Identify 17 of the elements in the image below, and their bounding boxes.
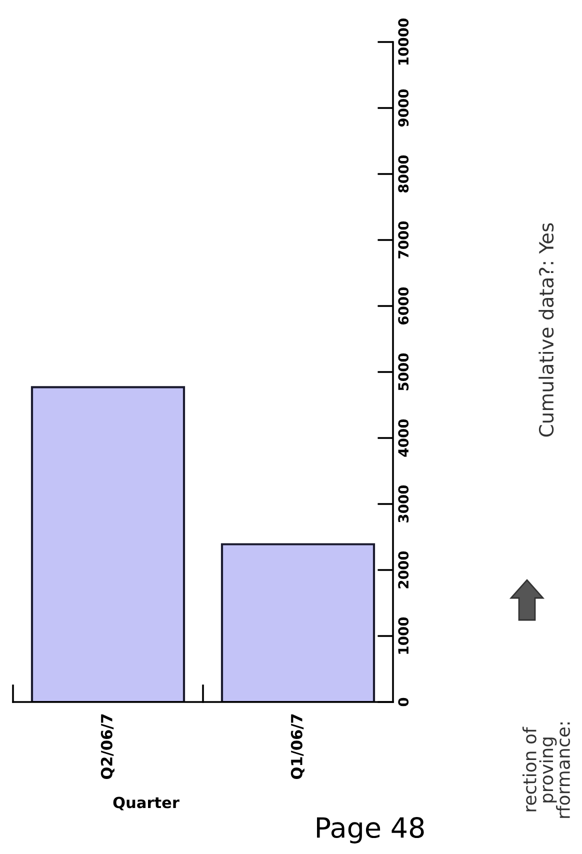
y-tick-label: 2000 [398,551,409,588]
y-tick-label: 9000 [398,89,409,127]
y-tick-label: 4000 [398,419,409,457]
x-tick-label: Q1/06/7 [290,714,304,780]
y-tick-label: 5000 [398,353,409,390]
text: Cumulative data?: Yes [538,223,554,437]
x-tick-label: Q2/06/7 [100,714,114,780]
y-tick-label: 7000 [398,221,409,258]
y-tick-label: 1000 [398,617,409,654]
text: Page 48 [317,817,424,844]
y-tick-label: 6000 [398,287,409,324]
text: rection of proving rformance: [522,722,570,818]
y-tick-label: 0 [398,698,409,706]
x-axis-title: Quarter [113,796,180,810]
y-tick-label: 3000 [398,485,409,522]
y-tick-label: 8000 [398,155,409,192]
y-tick-label: 10000 [398,18,409,65]
